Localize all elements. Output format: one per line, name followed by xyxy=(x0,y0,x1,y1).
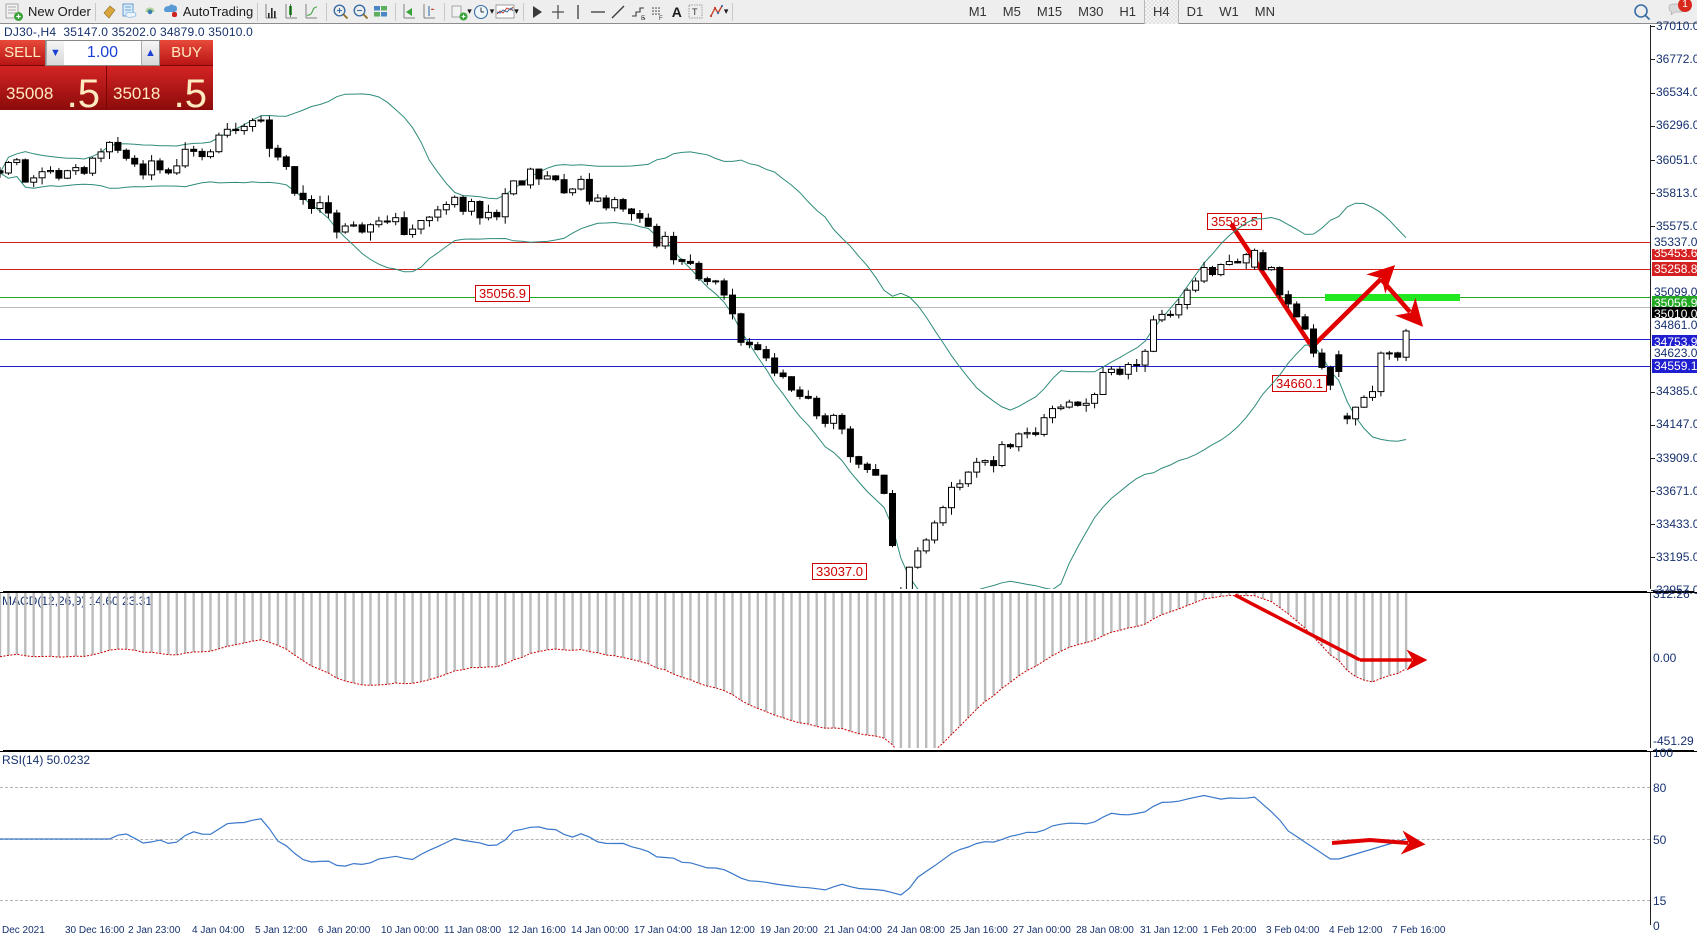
svg-text:F: F xyxy=(659,16,663,22)
svg-text:E: E xyxy=(641,16,645,22)
svg-text:T: T xyxy=(692,7,698,17)
